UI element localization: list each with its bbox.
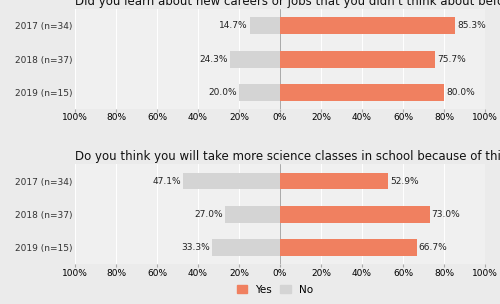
Text: 80.0%: 80.0% — [446, 88, 475, 97]
Bar — [212, 240, 280, 256]
Text: Did you learn about new careers or jobs that you didn't think about before?: Did you learn about new careers or jobs … — [75, 0, 500, 8]
Text: 73.0%: 73.0% — [432, 210, 460, 219]
Bar — [280, 240, 416, 256]
Text: Do you think you will take more science classes in school because of this course: Do you think you will take more science … — [75, 150, 500, 163]
Bar — [280, 17, 455, 34]
Text: 20.0%: 20.0% — [208, 88, 237, 97]
Text: 66.7%: 66.7% — [419, 243, 448, 252]
Text: 33.3%: 33.3% — [181, 243, 210, 252]
Bar — [224, 206, 280, 223]
Text: 47.1%: 47.1% — [153, 177, 182, 185]
Legend: Yes, No: Yes, No — [232, 281, 318, 299]
Text: 52.9%: 52.9% — [390, 177, 419, 185]
Bar — [280, 84, 444, 101]
Text: 14.7%: 14.7% — [219, 21, 248, 30]
Text: 27.0%: 27.0% — [194, 210, 222, 219]
Bar — [280, 51, 435, 67]
Bar — [184, 173, 280, 189]
Bar — [280, 206, 430, 223]
Bar — [239, 84, 280, 101]
Bar — [280, 173, 388, 189]
Bar — [230, 51, 280, 67]
Bar — [250, 17, 280, 34]
Text: 75.7%: 75.7% — [437, 55, 466, 64]
Text: 85.3%: 85.3% — [457, 21, 486, 30]
Text: 24.3%: 24.3% — [200, 55, 228, 64]
